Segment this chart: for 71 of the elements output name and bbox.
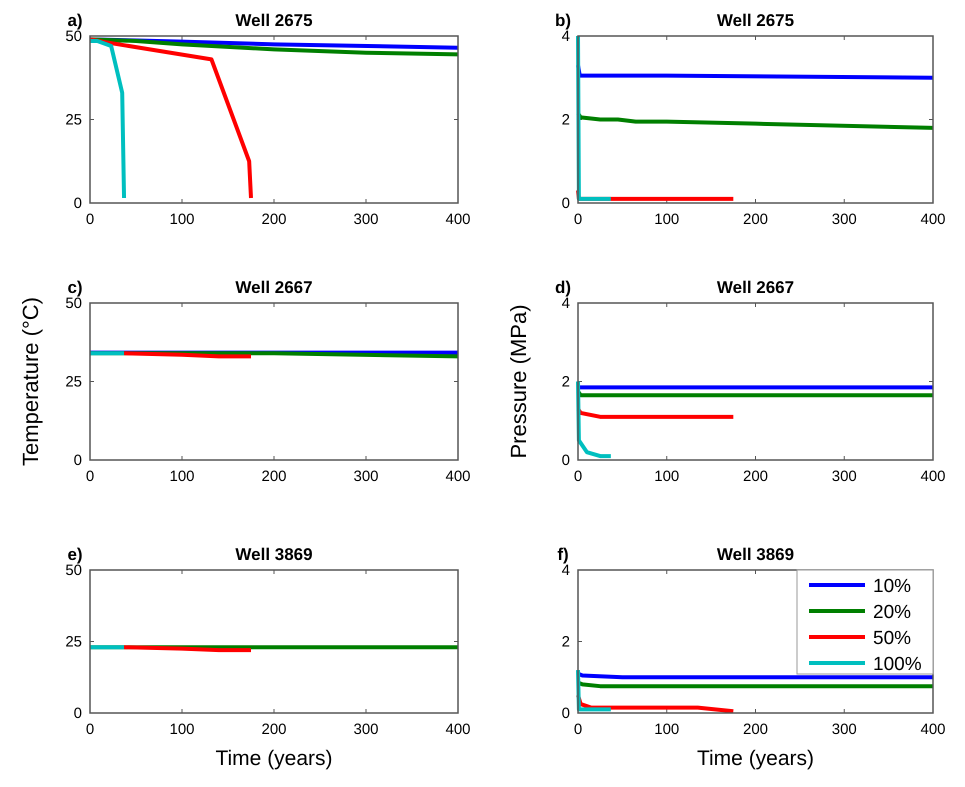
legend-label: 20% [873, 602, 912, 623]
x-tick-label: 0 [574, 211, 582, 228]
chart-title: Well 2675 [235, 11, 313, 30]
y-tick-label: 0 [562, 195, 570, 212]
x-tick-label: 200 [742, 211, 768, 228]
y-tick-label: 0 [74, 195, 82, 212]
x-tick-label: 0 [574, 468, 582, 485]
x-tick-label: 400 [445, 211, 471, 228]
y-tick-label: 4 [562, 28, 570, 45]
x-tick-label: 400 [445, 721, 471, 738]
text: f) [557, 545, 569, 564]
x-tick-label: 100 [654, 211, 680, 228]
chart-title: Well 3869 [235, 545, 313, 564]
chart-title: Well 2667 [716, 278, 794, 297]
chart-title: Well 2675 [716, 11, 794, 30]
x-tick-label: 100 [654, 721, 680, 738]
x-tick-label: 400 [920, 211, 946, 228]
y-tick-label: 4 [562, 562, 570, 579]
text: a) [67, 11, 83, 30]
x-tick-label: 300 [832, 211, 857, 228]
legend-label: 100% [873, 654, 922, 675]
y-tick-label: 25 [65, 634, 82, 650]
y-tick-label: 2 [562, 634, 570, 650]
chart-title: Well 3869 [716, 545, 794, 564]
y-axis-title: Pressure (MPa) [506, 304, 531, 459]
text: b) [554, 11, 572, 30]
x-tick-label: 300 [353, 721, 379, 738]
x-tick-label: 100 [169, 721, 195, 738]
x-tick-label: 300 [832, 721, 857, 738]
y-axis-title: Temperature (°C) [18, 297, 43, 466]
y-tick-label: 2 [562, 374, 570, 390]
x-tick-label: 200 [261, 211, 287, 228]
y-tick-label: 50 [65, 562, 82, 579]
y-tick-label: 50 [65, 28, 82, 45]
line-series [576, 380, 613, 458]
chart-title: Well 2667 [235, 278, 313, 297]
x-tick-label: 0 [86, 721, 94, 738]
y-tick-label: 50 [65, 295, 82, 312]
y-tick-label: 0 [562, 452, 570, 469]
y-tick-label: 0 [74, 705, 82, 722]
legend-label: 50% [873, 628, 912, 649]
x-tick-label: 100 [169, 468, 195, 485]
x-tick-label: 0 [86, 211, 94, 228]
y-tick-label: 2 [562, 112, 570, 128]
x-axis-title: Time (years) [696, 747, 814, 770]
y-tick-label: 25 [65, 374, 82, 390]
x-tick-label: 200 [261, 468, 287, 485]
line-series [88, 37, 253, 200]
x-tick-label: 300 [353, 468, 379, 485]
y-tick-label: 0 [562, 705, 570, 722]
y-tick-label: 25 [65, 112, 82, 128]
x-tick-label: 300 [832, 468, 857, 485]
x-tick-label: 400 [920, 468, 946, 485]
x-tick-label: 200 [742, 468, 768, 485]
x-tick-label: 0 [574, 721, 582, 738]
line-series [88, 39, 126, 200]
x-tick-label: 200 [261, 721, 287, 738]
x-tick-label: 100 [654, 468, 680, 485]
text: d) [554, 278, 572, 297]
x-tick-label: 200 [742, 721, 768, 738]
y-tick-label: 0 [74, 452, 82, 469]
x-axis-title: Time (years) [215, 747, 333, 770]
y-tick-label: 4 [562, 295, 570, 312]
x-tick-label: 100 [169, 211, 195, 228]
text: c) [67, 278, 83, 297]
x-tick-label: 400 [445, 468, 471, 485]
x-tick-label: 0 [86, 468, 94, 485]
legend-label: 10% [873, 576, 912, 597]
x-tick-label: 300 [353, 211, 379, 228]
x-tick-label: 400 [920, 721, 946, 738]
text: e) [67, 545, 83, 564]
